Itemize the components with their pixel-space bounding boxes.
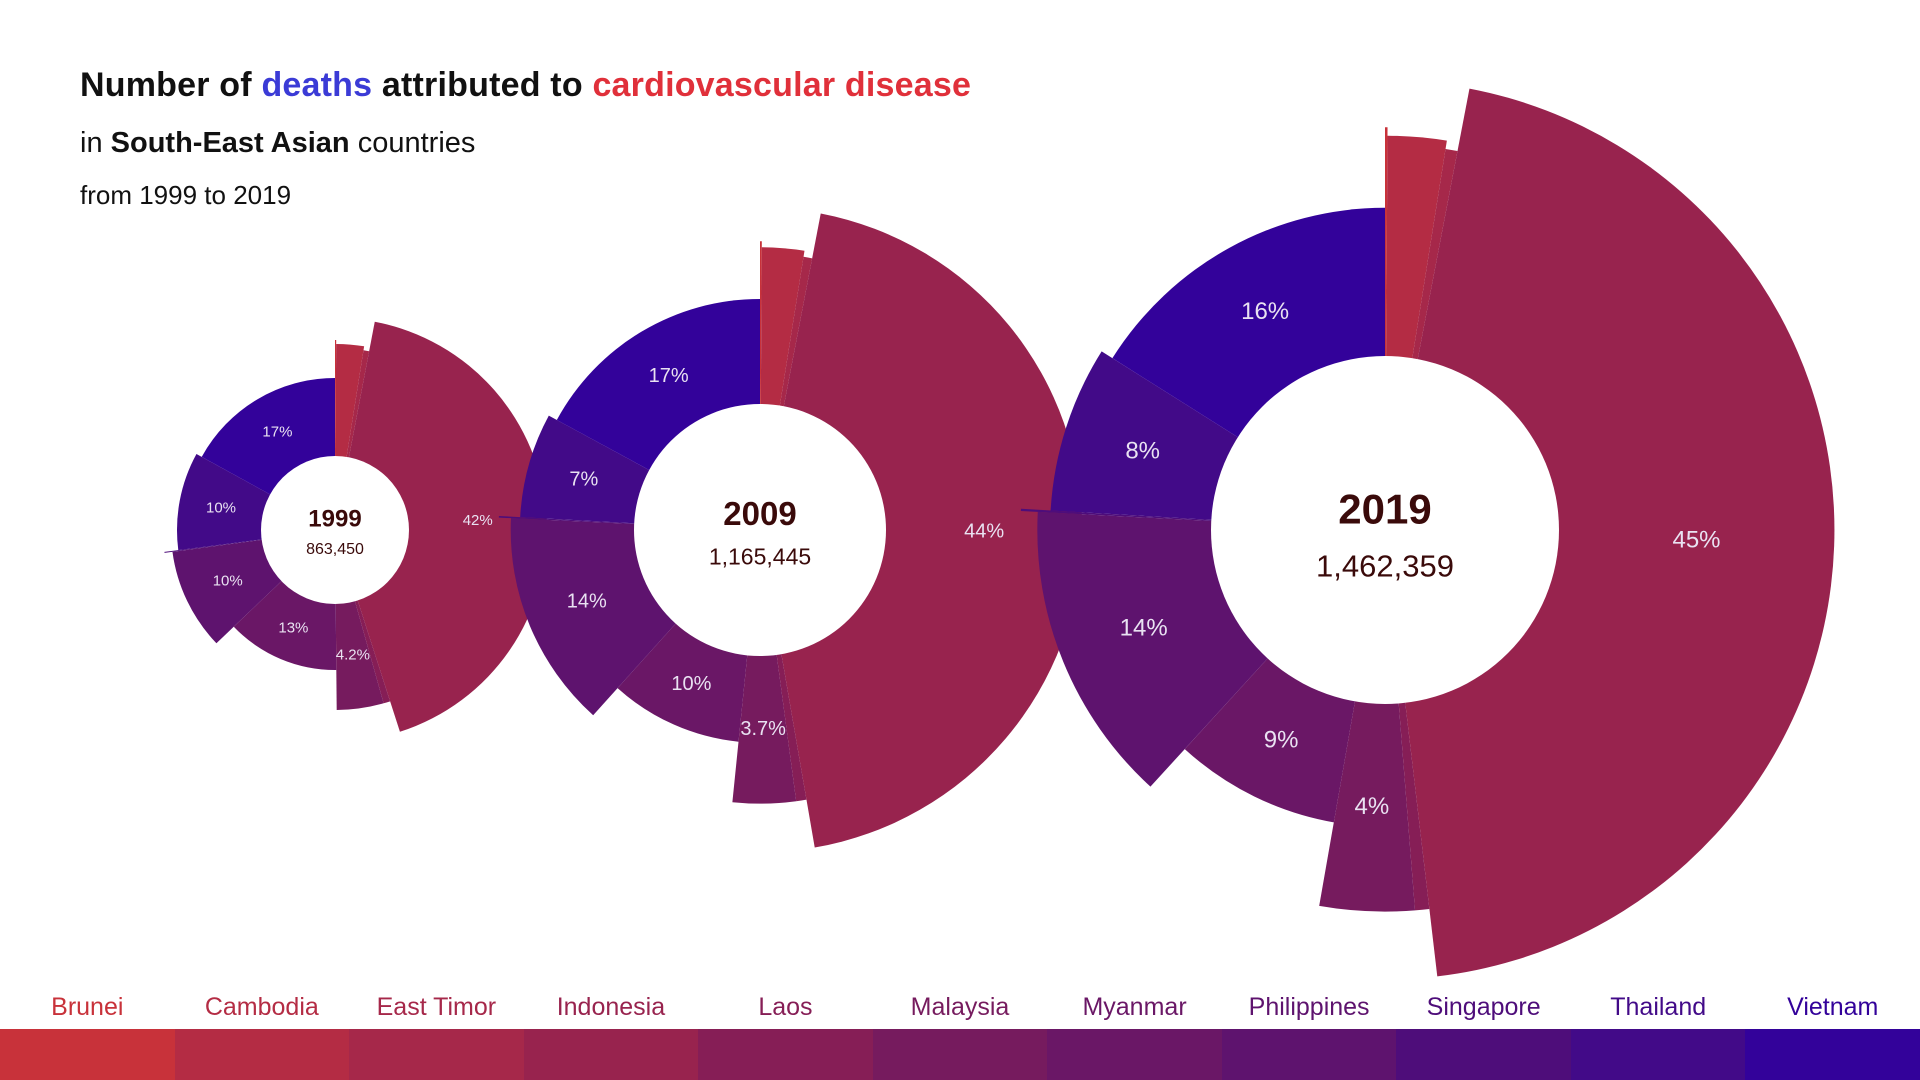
- legend-item: Indonesia: [523, 985, 699, 1080]
- title-part: cardiovascular disease: [592, 66, 972, 104]
- legend-label: Singapore: [1426, 993, 1541, 1021]
- legend-label: Cambodia: [204, 993, 319, 1021]
- donut-1999: 42% 4.2% 13% 10% 10% 17% 1999 863,450: [164, 321, 548, 732]
- total-label: 863,450: [306, 541, 364, 558]
- legend-swatch: [1047, 1029, 1222, 1080]
- total-label: 1,462,359: [1316, 549, 1454, 584]
- share-label: 7%: [569, 469, 598, 491]
- legend-item: East Timor: [349, 985, 524, 1080]
- legend-swatch: [698, 1029, 873, 1080]
- legend-label: Myanmar: [1082, 993, 1187, 1021]
- legend-item: Malaysia: [872, 985, 1048, 1080]
- share-label: 4%: [1355, 793, 1390, 820]
- wedge-indonesia: [760, 213, 1083, 848]
- legend-swatch: [1745, 1029, 1920, 1080]
- legend-label: Laos: [758, 993, 813, 1021]
- subtitle-part: in: [80, 127, 111, 159]
- legend-swatch: [349, 1029, 524, 1080]
- title-part: deaths: [261, 66, 373, 104]
- legend-item: Myanmar: [1047, 985, 1222, 1080]
- legend-item: Laos: [698, 985, 873, 1080]
- legend-swatch: [523, 1029, 699, 1080]
- chart-subtitle: in South-East Asian countries: [80, 127, 971, 160]
- legend-label: Philippines: [1248, 993, 1370, 1021]
- wedge-indonesia: [335, 321, 548, 732]
- legend-item: Brunei: [0, 985, 175, 1080]
- wedge-malaysia: [732, 530, 797, 804]
- share-label: 14%: [567, 590, 607, 612]
- share-label: 8%: [1125, 438, 1160, 465]
- year-label: 1999: [308, 505, 361, 532]
- donut-hole: [261, 456, 409, 604]
- year-label: 2019: [1338, 486, 1431, 533]
- legend-label: Brunei: [51, 993, 124, 1021]
- legend-label: Indonesia: [556, 993, 666, 1021]
- share-label: 44%: [964, 520, 1004, 542]
- title-part: attributed to: [372, 66, 593, 104]
- share-label: 16%: [1241, 298, 1289, 325]
- donut-charts: 42% 4.2% 13% 10% 10% 17% 1999 863,450 44% 3.7% 10%…: [164, 88, 1835, 977]
- donut-2019: 45% 4% 9% 14% 8% 16% 2019 1,462,359: [1020, 88, 1835, 977]
- share-label: 17%: [649, 365, 689, 387]
- share-label: 9%: [1264, 727, 1299, 754]
- title-part: Number of: [80, 66, 262, 104]
- wedge-indonesia: [1385, 88, 1835, 977]
- share-label: 10%: [213, 573, 243, 590]
- subtitle-part: South-East Asian: [110, 127, 350, 159]
- legend-label: East Timor: [376, 993, 497, 1021]
- legend-swatch: [1221, 1029, 1397, 1080]
- chart-title: Number of deaths attributed to cardiovas…: [80, 66, 971, 105]
- legend-item: Singapore: [1396, 985, 1571, 1080]
- legend-swatch: [1396, 1029, 1571, 1080]
- legend-swatch: [872, 1029, 1048, 1080]
- total-label: 1,165,445: [709, 544, 811, 570]
- donut-2009: 44% 3.7% 10% 14% 7% 17% 2009 1,165,445: [498, 213, 1083, 848]
- legend-item: Cambodia: [174, 985, 350, 1080]
- share-label: 3.7%: [740, 718, 786, 740]
- subtitle-part: countries: [349, 127, 476, 159]
- legend-label: Malaysia: [910, 993, 1010, 1021]
- share-label: 17%: [262, 424, 292, 441]
- share-label: 4.2%: [336, 647, 370, 664]
- legend-item: Vietnam: [1745, 985, 1920, 1080]
- year-label: 2009: [723, 495, 796, 532]
- wedge-brunei: [335, 340, 337, 530]
- legend-label: Vietnam: [1787, 993, 1879, 1021]
- legend-swatch: [174, 1029, 350, 1080]
- legend-item: Philippines: [1221, 985, 1397, 1080]
- share-label: 10%: [671, 673, 711, 695]
- share-label: 10%: [206, 499, 236, 516]
- legend: Brunei Cambodia East Timor Indonesia Laos Mal…: [0, 985, 1920, 1080]
- wedge-brunei: [1385, 127, 1388, 530]
- share-label: 42%: [463, 512, 493, 529]
- chart-subtitle-years: from 1999 to 2019: [80, 180, 292, 210]
- share-label: 45%: [1672, 527, 1720, 554]
- legend-swatch: [0, 1029, 175, 1080]
- share-label: 14%: [1120, 614, 1168, 641]
- legend-label: Thailand: [1610, 993, 1707, 1021]
- donut-hole: [1211, 356, 1559, 704]
- legend-item: Thailand: [1570, 985, 1746, 1080]
- share-label: 13%: [278, 620, 308, 637]
- legend-swatch: [1570, 1029, 1746, 1080]
- chart-header: Number of deaths attributed to cardiovas…: [80, 66, 971, 211]
- donut-hole: [634, 404, 886, 656]
